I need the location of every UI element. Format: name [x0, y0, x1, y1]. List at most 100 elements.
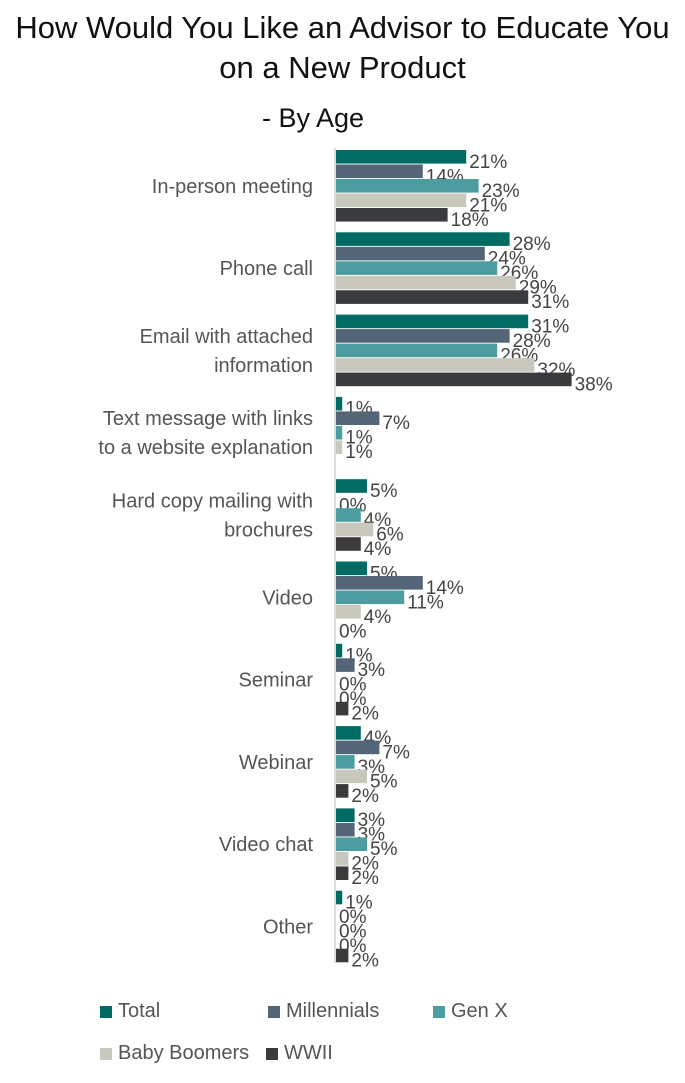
bar-millennials — [336, 576, 423, 590]
category-tick-label: Video chat — [219, 834, 314, 856]
category-tick-label: Phone call — [220, 258, 313, 280]
bar-baby-boomers — [336, 522, 374, 537]
bar-gen-x — [336, 590, 405, 605]
legend-swatch — [433, 1005, 445, 1018]
data-label: 2% — [351, 951, 379, 972]
bar-millennials — [336, 164, 423, 179]
data-label: 28% — [513, 234, 551, 255]
category-tick-label: Email with attached — [140, 326, 313, 348]
category-tick-label: to a website explanation — [98, 437, 313, 459]
data-label: 24% — [488, 249, 526, 270]
bar-millennials — [336, 329, 510, 343]
bar-millennials — [336, 822, 355, 837]
chart-subtitle: - By Age — [262, 103, 365, 133]
data-label: 21% — [469, 195, 507, 216]
bar-wwii — [336, 537, 361, 551]
data-label: 1% — [345, 893, 373, 914]
bar-gen-x — [336, 179, 479, 193]
data-label: 2% — [351, 786, 379, 807]
data-label: 5% — [370, 481, 398, 502]
chart-title-line: on a New Product — [219, 50, 466, 85]
legend-item: Millennials — [268, 1000, 379, 1023]
data-label: 31% — [531, 292, 569, 313]
legend-item: Gen X — [433, 1000, 508, 1023]
data-label: 5% — [370, 839, 398, 860]
data-label: 0% — [339, 675, 367, 696]
legend-label: Baby Boomers — [118, 1042, 250, 1064]
bar-total — [336, 890, 343, 905]
bar-gen-x — [336, 837, 367, 851]
legend-item: WWII — [266, 1042, 333, 1065]
data-label: 3% — [358, 660, 386, 681]
data-label: 0% — [339, 621, 367, 642]
data-label: 0% — [339, 922, 367, 943]
legend-label: Gen X — [451, 1000, 508, 1022]
legend-swatch — [266, 1047, 278, 1060]
category-tick-label: Text message with links — [103, 408, 313, 430]
legend-item: Total — [100, 1000, 160, 1023]
bar-total — [336, 396, 343, 411]
data-label: 4% — [364, 607, 392, 628]
data-label: 1% — [345, 428, 373, 449]
bar-baby-boomers — [336, 851, 349, 866]
chart-title-line: How Would You Like an Advisor to Educate… — [15, 10, 670, 45]
bar-wwii — [336, 866, 349, 880]
bar-baby-boomers — [336, 605, 361, 619]
bar-wwii — [336, 701, 349, 716]
bar-baby-boomers — [336, 769, 367, 784]
data-label: 38% — [575, 374, 613, 395]
bar-wwii — [336, 290, 529, 304]
bar-baby-boomers — [336, 440, 343, 454]
bar-total — [336, 808, 355, 822]
legend-swatch — [100, 1005, 112, 1018]
data-label: 29% — [519, 278, 557, 299]
data-label: 7% — [382, 742, 410, 763]
data-label: 3% — [358, 810, 386, 831]
data-label: 5% — [370, 771, 398, 792]
legend-item: Baby Boomers — [100, 1042, 249, 1065]
bar-total — [336, 479, 367, 493]
legend-label: Total — [118, 1000, 161, 1022]
data-label: 28% — [513, 331, 551, 352]
bar-total — [336, 314, 529, 329]
category-tick-label: Hard copy mailing with — [112, 491, 313, 513]
data-label: 2% — [351, 704, 379, 725]
bar-baby-boomers — [336, 193, 467, 208]
bar-total — [336, 726, 361, 740]
bar-total — [336, 643, 343, 658]
category-tick-label: Video — [262, 587, 313, 609]
bar-millennials — [336, 246, 485, 261]
bar-wwii — [336, 372, 572, 387]
legend-label: Millennials — [286, 1000, 380, 1022]
data-label: 23% — [482, 181, 520, 202]
bar-gen-x — [336, 508, 361, 522]
data-label: 14% — [426, 578, 464, 599]
bar-total — [336, 561, 367, 576]
bar-gen-x — [336, 755, 355, 769]
data-label: 7% — [382, 413, 410, 434]
category-tick-label: brochures — [224, 520, 313, 542]
bar-wwii — [336, 208, 448, 222]
bar-total — [336, 232, 510, 246]
chart-legend: Total Millennials Gen X Baby Boomers WWII — [100, 998, 660, 1078]
chart-title-text: How Would You Like an Advisor to Educate… — [0, 8, 685, 88]
bar-millennials — [336, 411, 380, 425]
bar-gen-x — [336, 261, 498, 275]
bar-gen-x — [336, 425, 343, 440]
bar-wwii — [336, 948, 349, 963]
bar-millennials — [336, 658, 355, 672]
legend-swatch — [268, 1005, 280, 1018]
category-tick-label: In-person meeting — [152, 176, 313, 198]
bar-baby-boomers — [336, 358, 535, 372]
data-label: 31% — [531, 316, 569, 337]
category-tick-label: Seminar — [239, 670, 314, 692]
legend-label: WWII — [284, 1042, 333, 1064]
bar-wwii — [336, 784, 349, 798]
legend-swatch — [100, 1047, 112, 1060]
category-tick-label: Webinar — [239, 752, 313, 774]
data-label: 18% — [451, 210, 489, 231]
data-label: 21% — [469, 152, 507, 173]
bar-gen-x — [336, 343, 498, 358]
bar-baby-boomers — [336, 275, 516, 290]
